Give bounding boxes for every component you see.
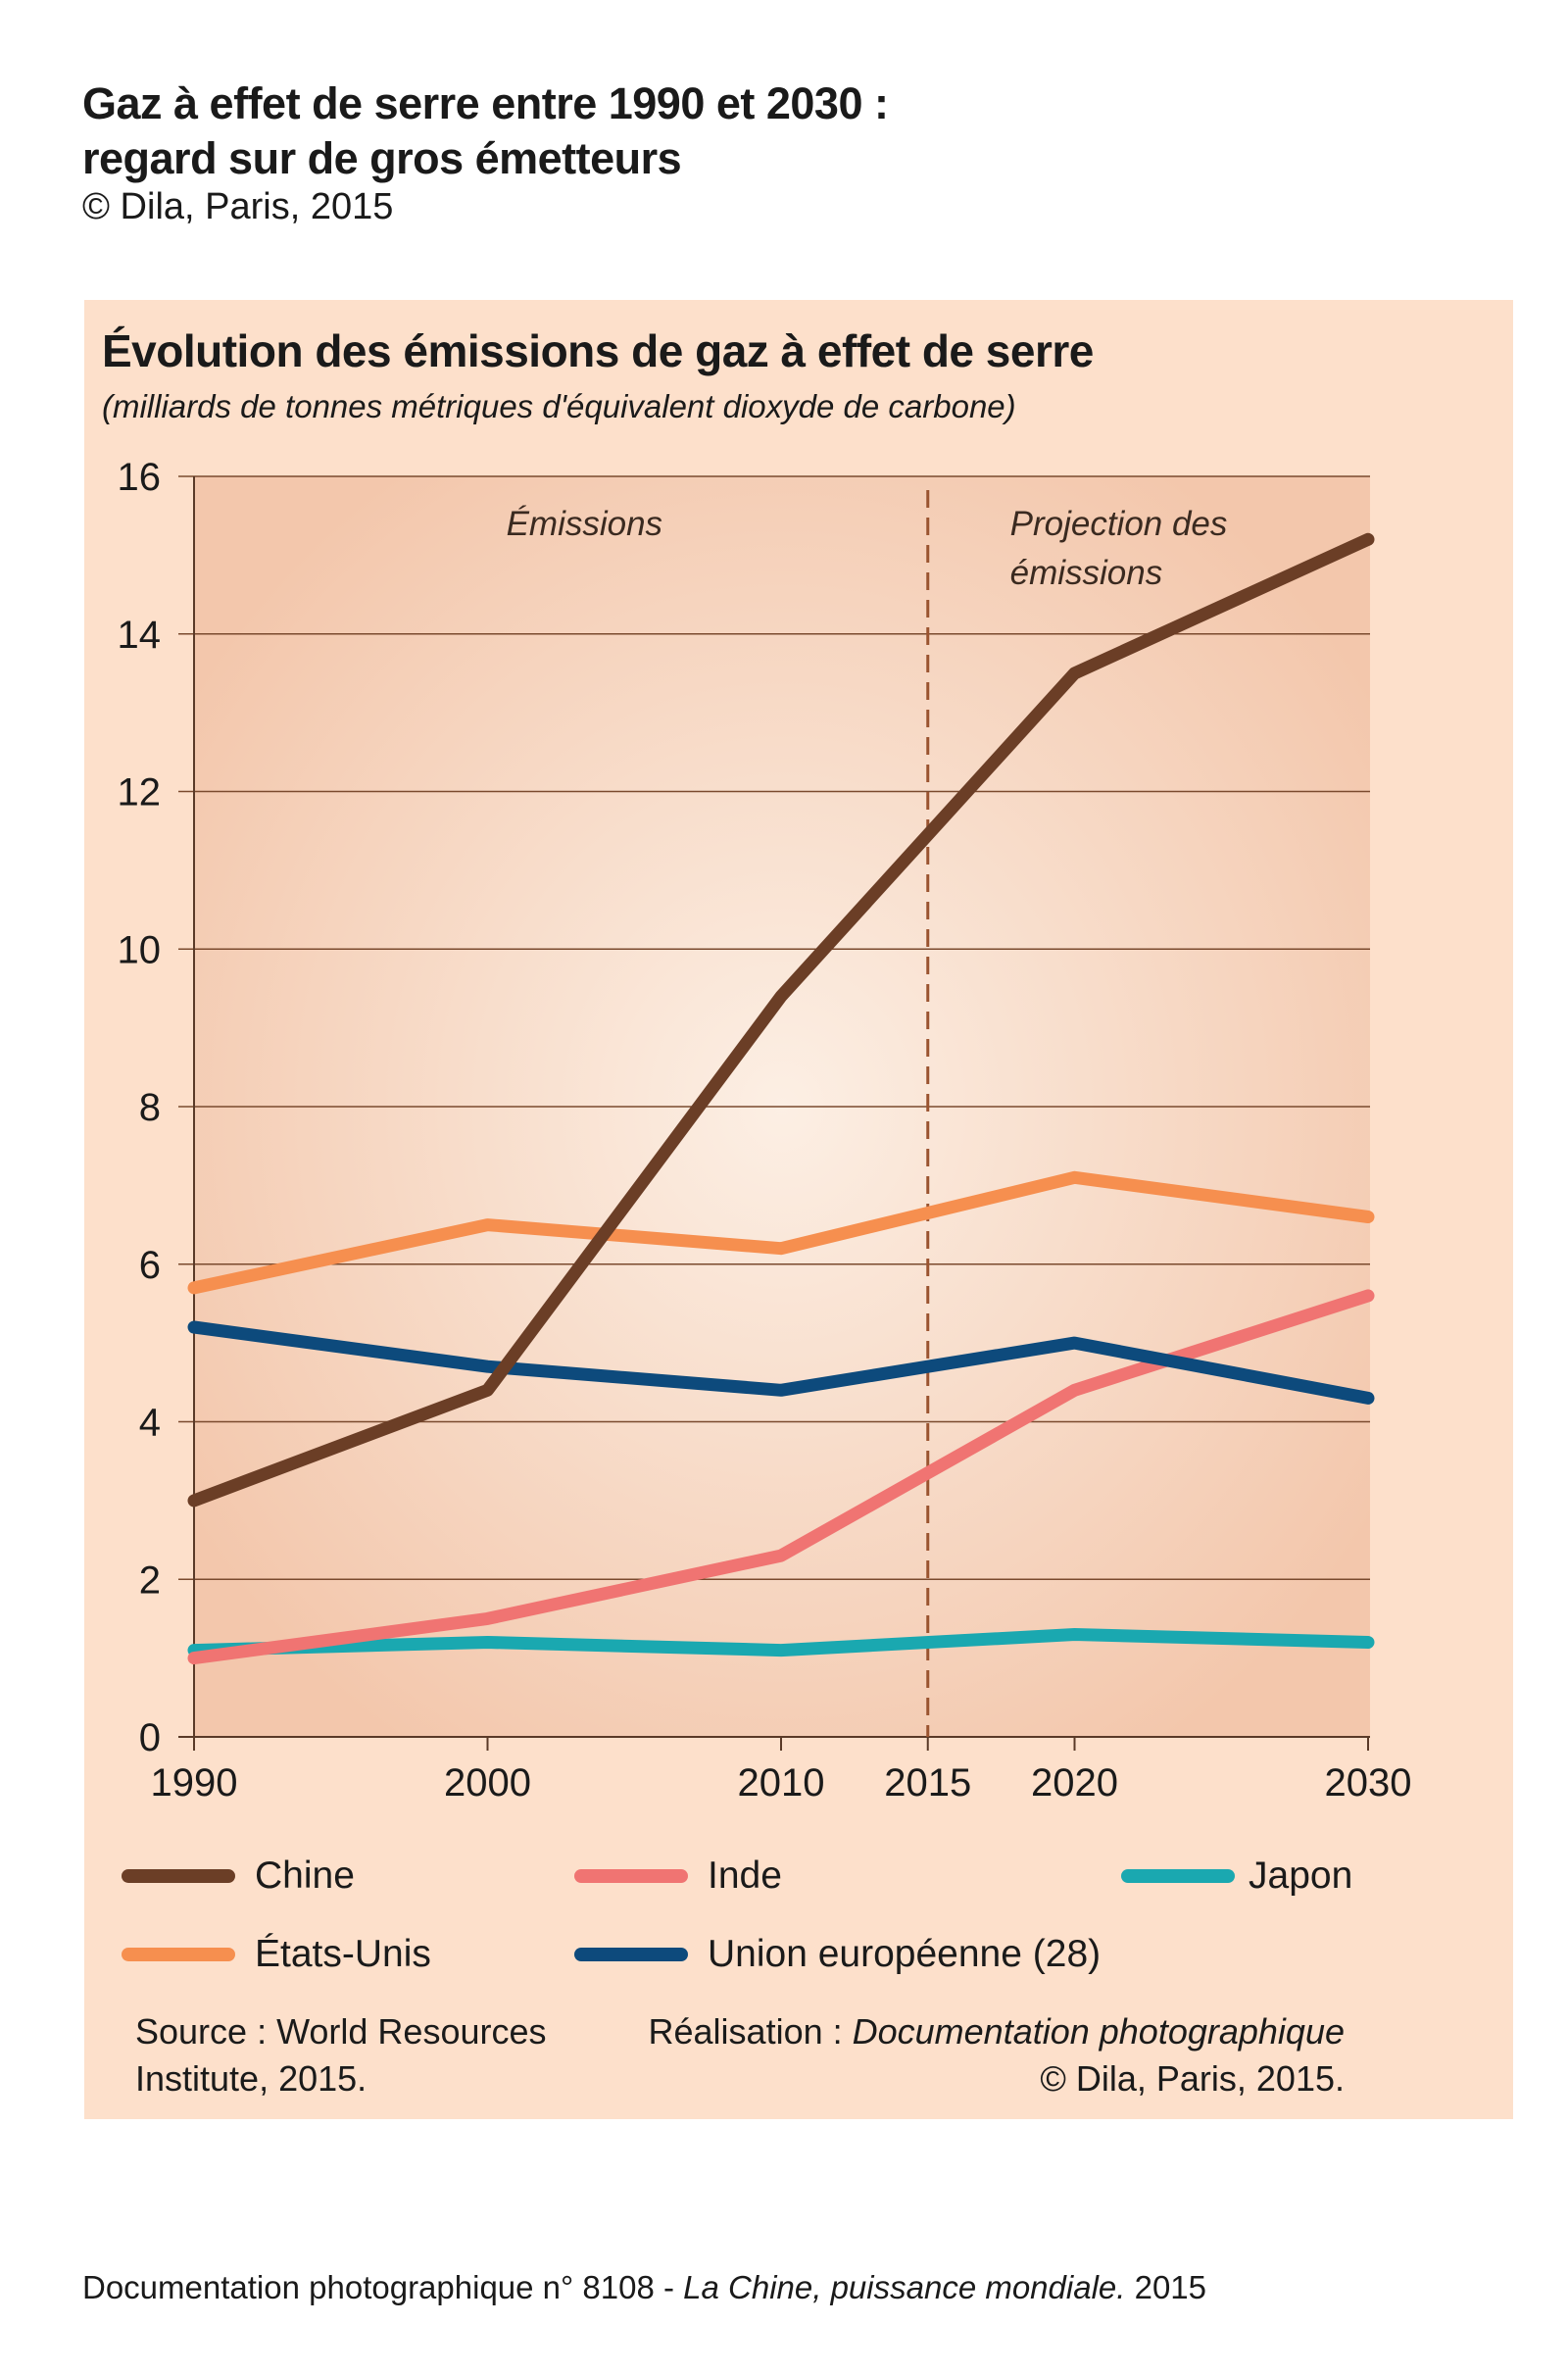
y-tick-label-16: 16 [118, 456, 162, 499]
legend-swatch-etats-unis [122, 1948, 235, 1961]
legend-label-chine: Chine [255, 1855, 355, 1897]
footer-prefix: Documentation photographique n° 8108 - [82, 2269, 684, 2305]
legend-swatch-union-europeenne [574, 1948, 688, 1961]
axes [178, 476, 1370, 1738]
series-line-etats-unis [187, 1170, 1375, 1295]
zone-label-projection-line-2: émissions [1010, 554, 1163, 592]
y-tick-label-8: 8 [139, 1086, 161, 1129]
credit-line-1: Réalisation : Documentation photographiq… [649, 2008, 1345, 2055]
x-tick-label-2020: 2020 [1031, 1761, 1118, 1805]
series-line-japon [187, 1628, 1375, 1657]
page-title-line-2: regard sur de gros émetteurs [82, 133, 682, 183]
gridlines [178, 475, 1370, 1580]
y-tick-label-12: 12 [118, 771, 162, 815]
legend-item-chine: Chine [122, 1849, 355, 1904]
series-lines [187, 532, 1375, 1665]
footer-suffix: 2015 [1125, 2269, 1207, 2305]
chart-title: Évolution des émissions de gaz à effet d… [102, 325, 1094, 376]
chart-panel: Évolution des émissions de gaz à effet d… [84, 300, 1513, 2119]
legend-swatch-chine [122, 1869, 235, 1883]
y-tick-labels: 0 2 4 6 8 10 12 14 16 [118, 456, 162, 1759]
series-line-union-europeenne-28 [187, 1320, 1375, 1405]
legend-label-japon: Japon [1249, 1855, 1353, 1897]
y-tick-label-0: 0 [139, 1716, 161, 1759]
zone-label-historical: Émissions [507, 505, 662, 543]
y-tick-label-2: 2 [139, 1558, 161, 1602]
legend-swatch-japon [1121, 1869, 1235, 1883]
legend-label-union-europeenne: Union européenne (28) [708, 1933, 1102, 1975]
legend-label-etats-unis: États-Unis [255, 1933, 431, 1975]
x-tick-labels: 1990 2000 2010 2015 2020 2030 [151, 1737, 1412, 1805]
chart-legend: Chine Inde Japon États-Unis Union europé… [84, 300, 1513, 1975]
legend-swatch-inde [574, 1869, 688, 1883]
y-tick-label-10: 10 [118, 928, 162, 971]
credit-line-2: © Dila, Paris, 2015. [1040, 2058, 1345, 2099]
page-copyright: © Dila, Paris, 2015 [82, 186, 394, 227]
page-title-line-1: Gaz à effet de serre entre 1990 et 2030 … [82, 78, 889, 128]
zone-label-projection-line-1: Projection des [1010, 505, 1228, 543]
y-tick-label-14: 14 [118, 614, 162, 657]
legend-item-union-europeenne: Union européenne (28) [574, 1927, 1101, 1982]
credit-publication: Documentation photographique [852, 2011, 1345, 2052]
legend-item-inde: Inde [574, 1849, 782, 1904]
legend-label-inde: Inde [708, 1855, 782, 1897]
x-tick-label-2010: 2010 [738, 1761, 825, 1805]
page-footer: Documentation photographique n° 8108 - L… [82, 2266, 1206, 2309]
credit-prefix: Réalisation : [648, 2011, 853, 2052]
line-chart: 0 2 4 6 8 10 12 14 16 1990 2000 2010 2015 2020 2030 É… [118, 456, 1412, 1805]
credit-note: Réalisation : Documentation photographiq… [649, 2008, 1345, 2102]
y-tick-label-6: 6 [139, 1244, 161, 1287]
x-tick-label-2000: 2000 [444, 1761, 531, 1805]
legend-item-etats-unis: États-Unis [122, 1927, 431, 1982]
source-line-1: Source : World Resources [135, 2011, 547, 2052]
x-tick-label-2030: 2030 [1325, 1761, 1412, 1805]
x-tick-label-1990: 1990 [151, 1761, 238, 1805]
page-title: Gaz à effet de serre entre 1990 et 2030 … [82, 76, 889, 186]
y-tick-label-4: 4 [139, 1402, 161, 1445]
x-tick-label-2015: 2015 [884, 1761, 971, 1805]
footer-publication-title: La Chine, puissance mondiale. [683, 2269, 1126, 2305]
source-note: Source : World Resources Institute, 2015… [135, 2008, 547, 2102]
series-line-chine [187, 532, 1375, 1508]
source-line-2: Institute, 2015. [135, 2058, 368, 2099]
chart-subtitle: (milliards de tonnes métriques d'équival… [102, 388, 1016, 424]
legend-item-japon: Japon [1121, 1849, 1352, 1904]
